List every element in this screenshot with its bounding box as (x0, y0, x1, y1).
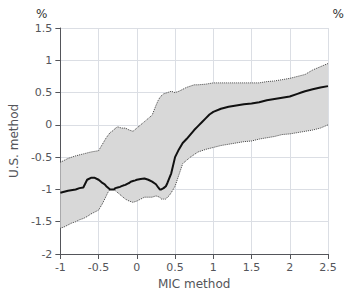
svg-text:1.5: 1.5 (243, 261, 260, 274)
svg-text:2.5: 2.5 (319, 261, 337, 274)
svg-text:%: % (36, 7, 47, 21)
svg-text:0.5: 0.5 (166, 261, 184, 274)
svg-text:-2: -2 (41, 248, 52, 261)
svg-text:0: 0 (133, 261, 140, 274)
svg-text:%: % (333, 7, 344, 21)
svg-text:1: 1 (210, 261, 217, 274)
svg-text:0: 0 (45, 118, 52, 131)
svg-text:0.5: 0.5 (35, 86, 53, 99)
svg-text:2: 2 (286, 261, 293, 274)
svg-text:-1: -1 (41, 183, 52, 196)
svg-text:-1: -1 (55, 261, 66, 274)
svg-text:-1.5: -1.5 (31, 215, 52, 228)
svg-text:-0.5: -0.5 (31, 151, 52, 164)
svg-text:U.S. method: U.S. method (7, 104, 21, 178)
svg-text:MIC method: MIC method (158, 277, 230, 291)
svg-text:1: 1 (45, 54, 52, 67)
svg-text:-0.5: -0.5 (88, 261, 109, 274)
svg-text:1.5: 1.5 (35, 22, 53, 35)
